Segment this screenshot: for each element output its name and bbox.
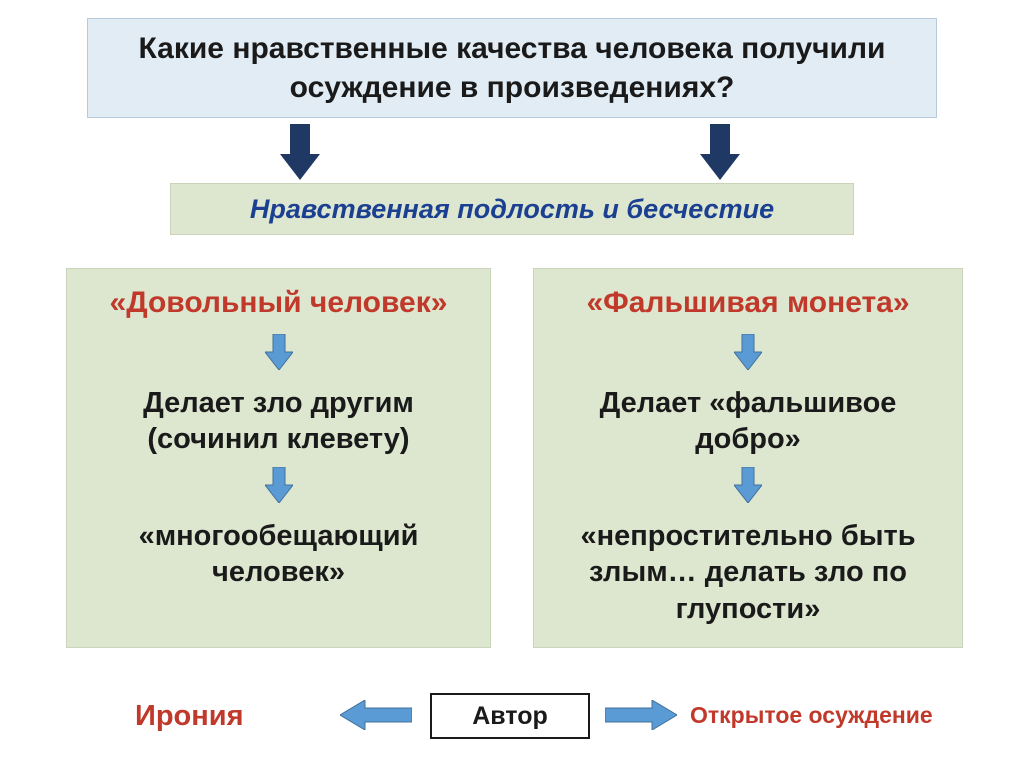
right-line1: Делает «фальшивое добро» [554, 385, 942, 458]
left-heading: «Довольный человек» [110, 284, 448, 322]
arrow-right-icon [605, 700, 677, 735]
title-text: Какие нравственные качества человека пол… [118, 29, 906, 107]
condemnation-label: Открытое осуждение [690, 702, 933, 729]
arrow-down-right [700, 124, 740, 185]
author-text: Автор [472, 702, 548, 731]
left-line2: «многообещающий человек» [87, 518, 470, 591]
subtitle-box: Нравственная подлость и бесчестие [170, 183, 854, 235]
irony-label: Ирония [135, 700, 244, 733]
right-content-box: «Фальшивая монета» Делает «фальшивое доб… [533, 268, 963, 648]
arrow-small-icon [265, 334, 293, 375]
arrow-left-icon [340, 700, 412, 735]
arrow-down-left [280, 124, 320, 185]
right-heading: «Фальшивая монета» [586, 284, 909, 322]
author-box: Автор [430, 693, 590, 739]
right-line2: «непростительно быть злым… делать зло по… [554, 518, 942, 627]
arrow-small-icon [734, 334, 762, 375]
subtitle-text: Нравственная подлость и бесчестие [250, 194, 774, 225]
title-box: Какие нравственные качества человека пол… [87, 18, 937, 118]
arrow-small-icon [265, 467, 293, 508]
left-content-box: «Довольный человек» Делает зло другим (с… [66, 268, 491, 648]
left-line1: Делает зло другим (сочинил клевету) [87, 385, 470, 458]
arrow-small-icon [734, 467, 762, 508]
